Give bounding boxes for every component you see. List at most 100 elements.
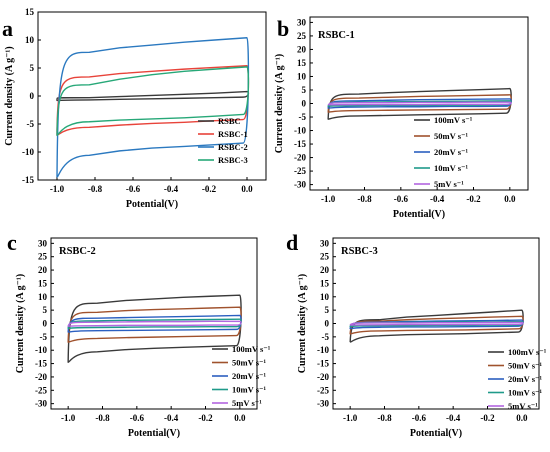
y-tick-label: 10 — [320, 292, 330, 302]
panel-letter: c — [7, 230, 17, 255]
y-tick-label: -20 — [35, 372, 47, 382]
legend-entry: 5mV s⁻¹ — [232, 398, 262, 408]
panel-d: -30 -25 -20 -15 -10 -5 0 5 10 15 20 25 30 -1.0 -0.8 -0.… — [286, 230, 547, 439]
panel-letter: d — [286, 230, 298, 255]
legend-entry: 5mV s⁻¹ — [434, 179, 464, 189]
y-tick-label: -30 — [317, 399, 329, 409]
y-tick-label: 0 — [43, 319, 48, 329]
series-line — [56, 90, 250, 102]
x-tick-label: -0.8 — [357, 194, 372, 204]
y-tick-label: -15 — [294, 139, 306, 149]
x-tick-label: -0.8 — [377, 413, 392, 423]
panel-title: RSBC-1 — [318, 30, 355, 41]
y-tick-label: 20 — [38, 265, 48, 275]
plot-frame — [309, 16, 529, 191]
y-tick-label: 30 — [38, 238, 48, 248]
x-tick-label: -0.6 — [130, 413, 145, 423]
y-tick-label: -25 — [35, 385, 47, 395]
x-tick-label: 0.0 — [241, 184, 253, 194]
x-tick-label: -0.6 — [394, 194, 409, 204]
x-tick-label: -1.0 — [321, 194, 336, 204]
y-tick-label: 5 — [325, 305, 330, 315]
y-tick-label: -5 — [27, 119, 35, 129]
plot-frame — [50, 237, 258, 410]
y-tick-label: 0 — [325, 319, 330, 329]
panel-c: -30 -25 -20 -15 -10 -5 0 5 10 15 20 25 30 -1.0 -0.8 -0.… — [7, 230, 271, 439]
y-tick-label: 25 — [38, 252, 48, 262]
legend-entry: 100mV s⁻¹ — [232, 344, 271, 354]
legend-entry: 100mV s⁻¹ — [434, 115, 473, 125]
y-tick-label: 5 — [43, 305, 48, 315]
x-tick-label: -0.2 — [480, 413, 495, 423]
y-tick-label: 30 — [297, 17, 307, 27]
series-line — [67, 320, 242, 327]
series-line — [327, 101, 512, 106]
legend-entry: 5mV s⁻¹ — [508, 401, 538, 411]
y-tick-label: -10 — [317, 345, 329, 355]
x-axis-label: Potential(V) — [128, 428, 180, 439]
x-tick-label: -1.0 — [343, 413, 358, 423]
legend-entry: 50mV s⁻¹ — [508, 361, 542, 371]
y-tick-label: 5 — [302, 85, 307, 95]
legend-entry: 100mV s⁻¹ — [508, 347, 547, 357]
x-tick-label: -1.0 — [61, 413, 76, 423]
panel-letter: b — [277, 16, 289, 41]
x-tick-label: -0.4 — [430, 194, 445, 204]
y-tick-label: -15 — [22, 175, 34, 185]
x-axis-label: Potential(V) — [126, 199, 178, 210]
y-tick-label: 0 — [30, 91, 35, 101]
y-tick-label: 25 — [320, 252, 330, 262]
x-tick-label: -0.6 — [126, 184, 141, 194]
series-line — [327, 98, 512, 109]
legend-entry: 20mV s⁻¹ — [508, 374, 542, 384]
y-tick-label: -30 — [294, 180, 306, 190]
y-tick-label: 15 — [320, 278, 330, 288]
y-tick-label: 10 — [297, 71, 307, 81]
panel-title: RSBC-3 — [341, 246, 378, 257]
x-tick-label: 0.0 — [516, 413, 528, 423]
x-tick-label: 0.0 — [234, 413, 246, 423]
legend-entry: 10mV s⁻¹ — [434, 163, 468, 173]
x-tick-label: -0.2 — [198, 413, 213, 423]
legend-entry: 50mV s⁻¹ — [434, 131, 468, 141]
series-line — [67, 314, 242, 333]
x-tick-label: -0.4 — [446, 413, 461, 423]
panel-title: RSBC-2 — [59, 246, 96, 257]
y-axis-label: Current density (A g⁻¹) — [274, 54, 285, 153]
legend-entry: RSBC-1 — [218, 129, 248, 139]
y-tick-label: 10 — [38, 292, 48, 302]
y-tick-label: -20 — [317, 372, 329, 382]
series-line — [327, 94, 512, 113]
y-tick-label: -20 — [294, 153, 306, 163]
y-tick-label: 15 — [25, 7, 35, 17]
x-tick-label: -1.0 — [50, 184, 65, 194]
legend-entry: 20mV s⁻¹ — [232, 371, 266, 381]
legend-entry: 50mV s⁻¹ — [232, 358, 266, 368]
series-line — [67, 294, 242, 363]
x-tick-label: -0.2 — [202, 184, 217, 194]
x-axis-label: Potential(V) — [410, 428, 462, 439]
y-tick-label: 5 — [30, 63, 35, 73]
y-tick-label: -10 — [35, 345, 47, 355]
y-axis-label: Current density (A g⁻¹) — [15, 274, 26, 373]
y-tick-label: -10 — [22, 147, 34, 157]
legend-entry: 10mV s⁻¹ — [232, 385, 266, 395]
y-axis-label: Current density (A g⁻¹) — [297, 274, 308, 373]
y-tick-label: -10 — [294, 126, 306, 136]
x-tick-label: -0.4 — [164, 184, 179, 194]
y-tick-label: 25 — [297, 31, 307, 41]
x-tick-label: -0.2 — [466, 194, 481, 204]
y-tick-label: 20 — [297, 44, 307, 54]
y-tick-label: -5 — [40, 332, 48, 342]
y-tick-label: -15 — [317, 359, 329, 369]
y-tick-label: -25 — [294, 166, 306, 176]
y-tick-label: 20 — [320, 265, 330, 275]
x-tick-label: -0.6 — [412, 413, 427, 423]
y-tick-label: -30 — [35, 399, 47, 409]
y-tick-label: 10 — [25, 35, 35, 45]
x-tick-label: -0.8 — [88, 184, 103, 194]
y-tick-label: -5 — [322, 332, 330, 342]
panel-b: -30 -25 -20 -15 -10 -5 0 5 10 15 20 25 30 -1.0 -0.8 -0.… — [274, 16, 529, 220]
series-line — [56, 37, 250, 178]
